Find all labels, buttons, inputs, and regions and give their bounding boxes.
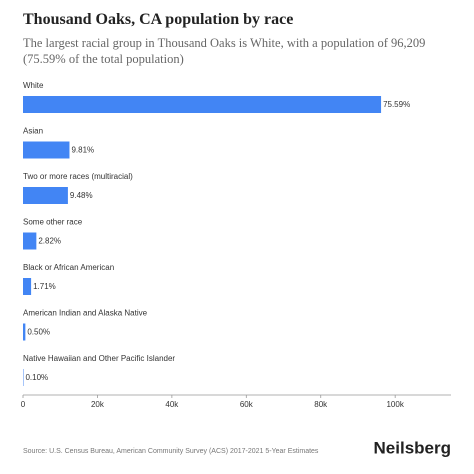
- value-label: 0.50%: [27, 328, 50, 337]
- value-label: 0.10%: [25, 373, 48, 382]
- category-label: American Indian and Alaska Native: [23, 309, 148, 318]
- category-label: Black or African American: [23, 263, 114, 272]
- bar: [23, 278, 32, 295]
- category-label: White: [23, 81, 44, 90]
- bar: [23, 187, 68, 204]
- value-label: 1.71%: [33, 282, 56, 291]
- bar: [23, 323, 26, 341]
- bar: [23, 232, 37, 250]
- x-tick-label: 60k: [240, 400, 254, 409]
- x-tick-label: 20k: [91, 400, 105, 409]
- x-tick-label: 80k: [314, 400, 328, 409]
- category-label: Some other race: [23, 218, 83, 227]
- x-tick-label: 40k: [165, 400, 179, 409]
- category-label: Asian: [23, 127, 43, 136]
- value-label: 9.48%: [70, 191, 93, 200]
- brand: Neilsberg: [374, 438, 451, 457]
- x-tick-label: 100k: [386, 400, 404, 409]
- source: Source: U.S. Census Bureau, American Com…: [23, 448, 319, 455]
- value-label: 2.82%: [38, 237, 61, 246]
- bar: [23, 141, 70, 159]
- category-label: Two or more races (multiracial): [23, 172, 133, 181]
- bar: [23, 96, 382, 113]
- chart-title: Thousand Oaks, CA population by race: [23, 11, 294, 28]
- category-label: Native Hawaiian and Other Pacific Island…: [23, 354, 175, 363]
- chart-subtitle: The largest racial group in Thousand Oak…: [23, 36, 426, 66]
- value-label: 9.81%: [71, 146, 94, 155]
- value-label: 75.59%: [383, 100, 410, 109]
- x-tick-label: 0: [21, 400, 26, 409]
